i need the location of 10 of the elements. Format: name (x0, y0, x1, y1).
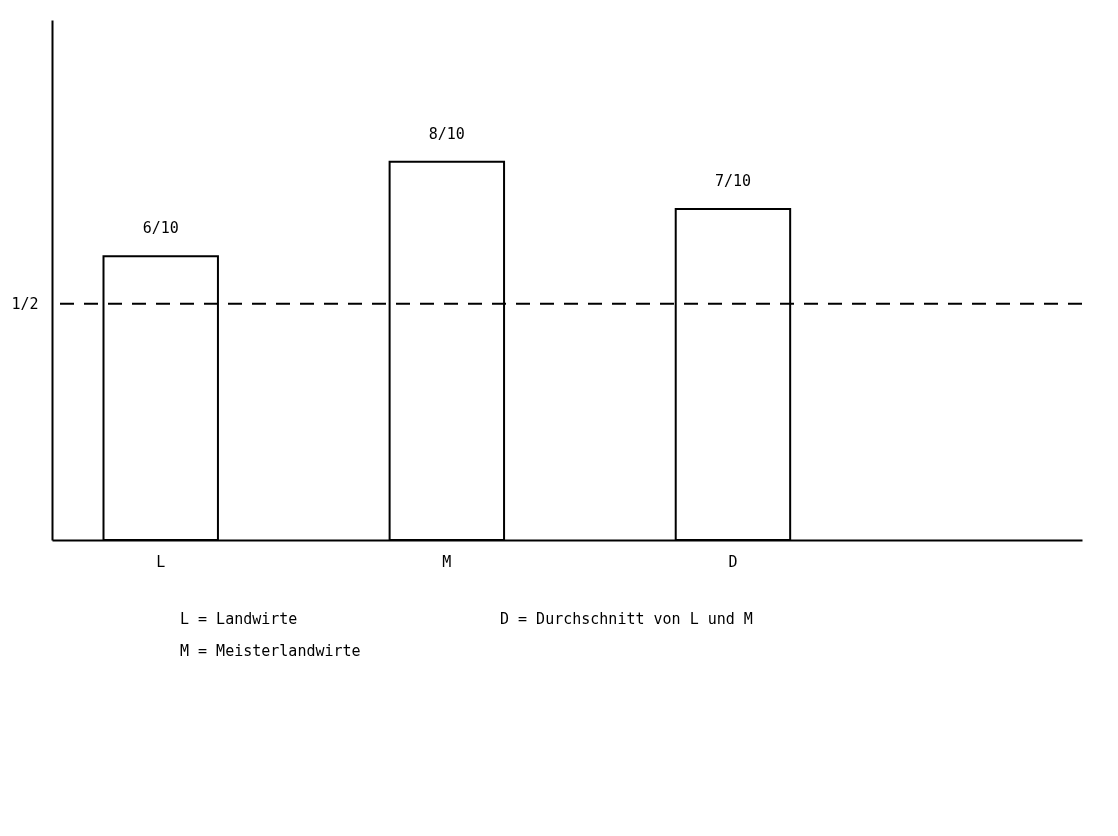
data-label: 7/10 (714, 172, 752, 191)
x-tick-label: M (442, 552, 452, 571)
x-tick-label: D (728, 552, 738, 571)
text: L = Landwirte (180, 610, 299, 628)
data-label: 8/10 (428, 124, 465, 143)
x-tick-label: L (156, 552, 166, 571)
text: M = Meisterlandwirte (180, 642, 362, 660)
y-tick-label: 1/2 (11, 295, 39, 314)
data-label: 6/10 (142, 219, 179, 238)
text: D = Durchschnitt von L und M (500, 610, 753, 628)
